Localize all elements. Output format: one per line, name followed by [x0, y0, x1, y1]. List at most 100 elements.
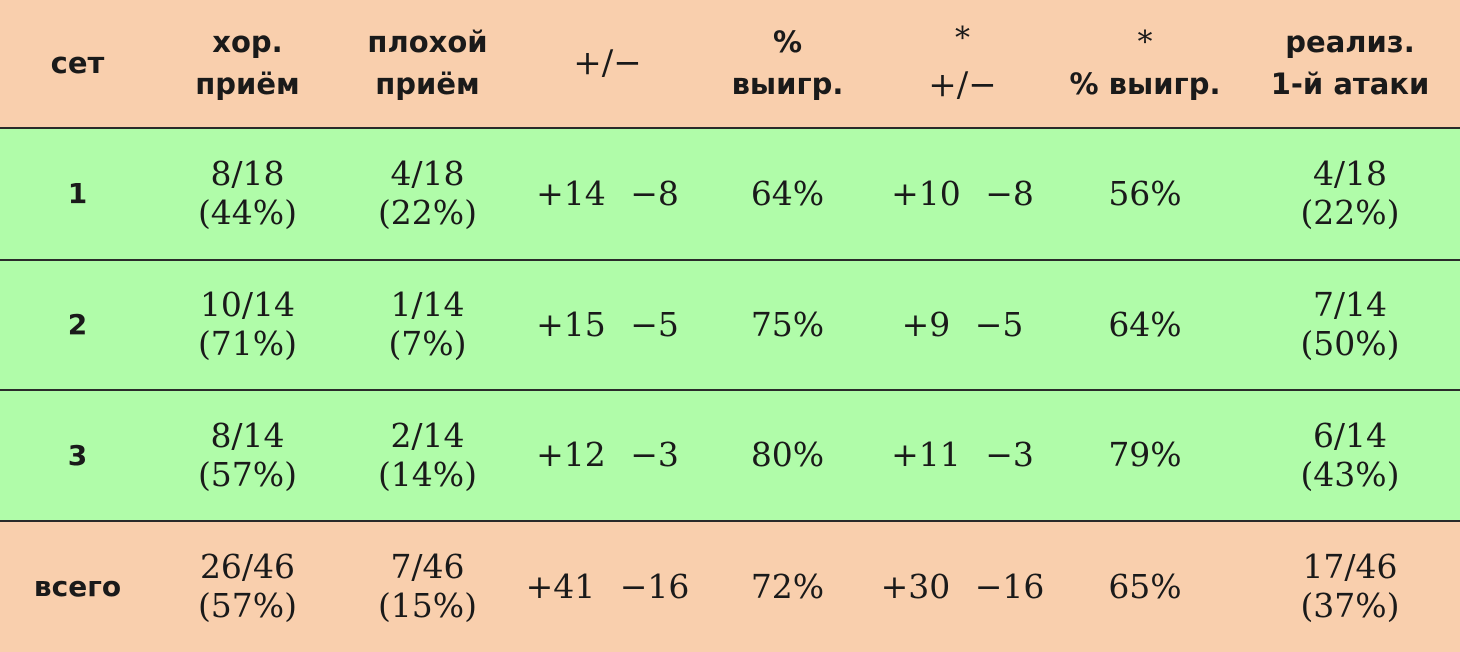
good-reception-cell: 10/14 (71%) — [155, 261, 340, 389]
good-reception-pct: (57%) — [197, 586, 298, 625]
good-reception-cell: 8/14 (57%) — [155, 391, 340, 520]
set-number-label: 2 — [67, 308, 88, 342]
win-pct-value: 72% — [750, 566, 825, 606]
star-win-pct-cell: 65% — [1050, 522, 1240, 652]
table-row: 2 10/14 (71%) 1/14 (7%) +15 −5 75% +9 −5… — [0, 261, 1460, 391]
bad-reception-pct: (15%) — [377, 586, 478, 625]
good-reception-cell: 8/18 (44%) — [155, 129, 340, 259]
bad-reception-count: 7/46 — [390, 547, 465, 587]
star-win-pct-cell: 64% — [1050, 261, 1240, 389]
header-star-plus-minus: * +/− — [875, 0, 1050, 127]
good-reception-count: 8/18 — [210, 154, 285, 194]
header-first-attack: реализ. 1-й атаки — [1240, 0, 1460, 127]
good-reception-cell: 26/46 (57%) — [155, 522, 340, 652]
plus-minus-value: +41 −16 — [525, 566, 690, 606]
star-win-pct-value: 65% — [1108, 566, 1182, 606]
first-attack-pct: (37%) — [1300, 586, 1400, 625]
good-reception-pct: (44%) — [197, 193, 298, 232]
bad-reception-pct: (14%) — [377, 454, 478, 494]
table-row: 1 8/18 (44%) 4/18 (22%) +14 −8 64% +10 −… — [0, 129, 1460, 261]
win-pct-cell: 72% — [700, 522, 875, 652]
good-reception-pct: (71%) — [197, 324, 298, 363]
header-win-pct-line2: выигр. — [731, 66, 844, 101]
star-plus-minus-value: +10 −8 — [891, 173, 1034, 213]
win-pct-cell: 64% — [700, 129, 875, 259]
header-set: сет — [0, 0, 155, 127]
header-star-plus-minus-line2: +/− — [928, 64, 997, 105]
win-pct-cell: 80% — [700, 391, 875, 520]
win-pct-cell: 75% — [700, 261, 875, 389]
first-attack-pct: (43%) — [1300, 454, 1400, 494]
header-bad-reception: плохой приём — [340, 0, 515, 127]
bad-reception-cell: 4/18 (22%) — [340, 129, 515, 259]
header-set-label: сет — [50, 45, 105, 80]
bad-reception-count: 4/18 — [390, 154, 465, 194]
star-plus-minus-value: +11 −3 — [891, 435, 1034, 475]
set-number-label: 1 — [67, 177, 88, 211]
win-pct-value: 75% — [750, 304, 825, 344]
first-attack-pct: (50%) — [1300, 324, 1400, 363]
plus-minus-cell: +41 −16 — [515, 522, 700, 652]
first-attack-count: 7/14 — [1312, 285, 1388, 325]
total-label: всего — [33, 570, 122, 604]
plus-minus-value: +12 −3 — [536, 435, 679, 475]
plus-minus-cell: +14 −8 — [515, 129, 700, 259]
star-win-pct-cell: 79% — [1050, 391, 1240, 520]
set-number-label: 3 — [67, 438, 88, 472]
bad-reception-pct: (7%) — [388, 324, 467, 363]
header-win-pct-line1: % — [772, 25, 803, 60]
good-reception-pct: (57%) — [197, 454, 298, 494]
bad-reception-cell: 7/46 (15%) — [340, 522, 515, 652]
header-good-reception-line2: приём — [195, 66, 300, 101]
header-star-win-pct-line2: % выигр. — [1069, 67, 1221, 102]
win-pct-value: 64% — [750, 173, 825, 213]
plus-minus-cell: +15 −5 — [515, 261, 700, 389]
header-star-win-pct-line1: * — [1137, 24, 1153, 60]
first-attack-cell: 6/14 (43%) — [1240, 391, 1460, 520]
header-first-attack-line1: реализ. — [1285, 25, 1415, 60]
header-plus-minus-label: +/− — [573, 43, 642, 84]
first-attack-cell: 7/14 (50%) — [1240, 261, 1460, 389]
plus-minus-value: +15 −5 — [536, 304, 679, 344]
win-pct-value: 80% — [750, 435, 825, 475]
header-star-win-pct: * % выигр. — [1050, 0, 1240, 127]
first-attack-cell: 4/18 (22%) — [1240, 129, 1460, 259]
bad-reception-pct: (22%) — [377, 193, 478, 232]
set-number: 1 — [0, 129, 155, 259]
star-win-pct-value: 56% — [1108, 173, 1182, 213]
star-win-pct-cell: 56% — [1050, 129, 1240, 259]
plus-minus-cell: +12 −3 — [515, 391, 700, 520]
plus-minus-value: +14 −8 — [536, 173, 679, 213]
star-plus-minus-value: +30 −16 — [880, 566, 1045, 606]
first-attack-count: 6/14 — [1312, 415, 1388, 455]
star-plus-minus-cell: +11 −3 — [875, 391, 1050, 520]
header-bad-reception-line1: плохой — [367, 25, 488, 60]
good-reception-count: 26/46 — [199, 547, 296, 587]
header-bad-reception-line2: приём — [375, 66, 480, 101]
bad-reception-count: 1/14 — [390, 285, 465, 325]
star-plus-minus-cell: +9 −5 — [875, 261, 1050, 389]
header-star-plus-minus-line1: * — [955, 21, 970, 57]
first-attack-count: 17/46 — [1302, 547, 1398, 587]
star-plus-minus-cell: +10 −8 — [875, 129, 1050, 259]
first-attack-count: 4/18 — [1312, 154, 1388, 194]
bad-reception-count: 2/14 — [390, 415, 465, 455]
header-first-attack-line2: 1-й атаки — [1270, 66, 1430, 101]
first-attack-cell: 17/46 (37%) — [1240, 522, 1460, 652]
header-good-reception-line1: хор. — [212, 25, 283, 60]
good-reception-count: 8/14 — [210, 415, 285, 455]
set-number: 2 — [0, 261, 155, 389]
total-label-cell: всего — [0, 522, 155, 652]
first-attack-pct: (22%) — [1300, 193, 1400, 232]
bad-reception-cell: 1/14 (7%) — [340, 261, 515, 389]
star-win-pct-value: 79% — [1108, 435, 1182, 475]
star-plus-minus-value: +9 −5 — [901, 304, 1024, 344]
star-win-pct-value: 64% — [1108, 304, 1182, 344]
star-plus-minus-cell: +30 −16 — [875, 522, 1050, 652]
good-reception-count: 10/14 — [199, 285, 296, 325]
bad-reception-cell: 2/14 (14%) — [340, 391, 515, 520]
set-number: 3 — [0, 391, 155, 520]
header-row: сет хор. приём плохой приём +/− % выигр.… — [0, 0, 1460, 129]
table-row: 3 8/14 (57%) 2/14 (14%) +12 −3 80% +11 −… — [0, 391, 1460, 522]
